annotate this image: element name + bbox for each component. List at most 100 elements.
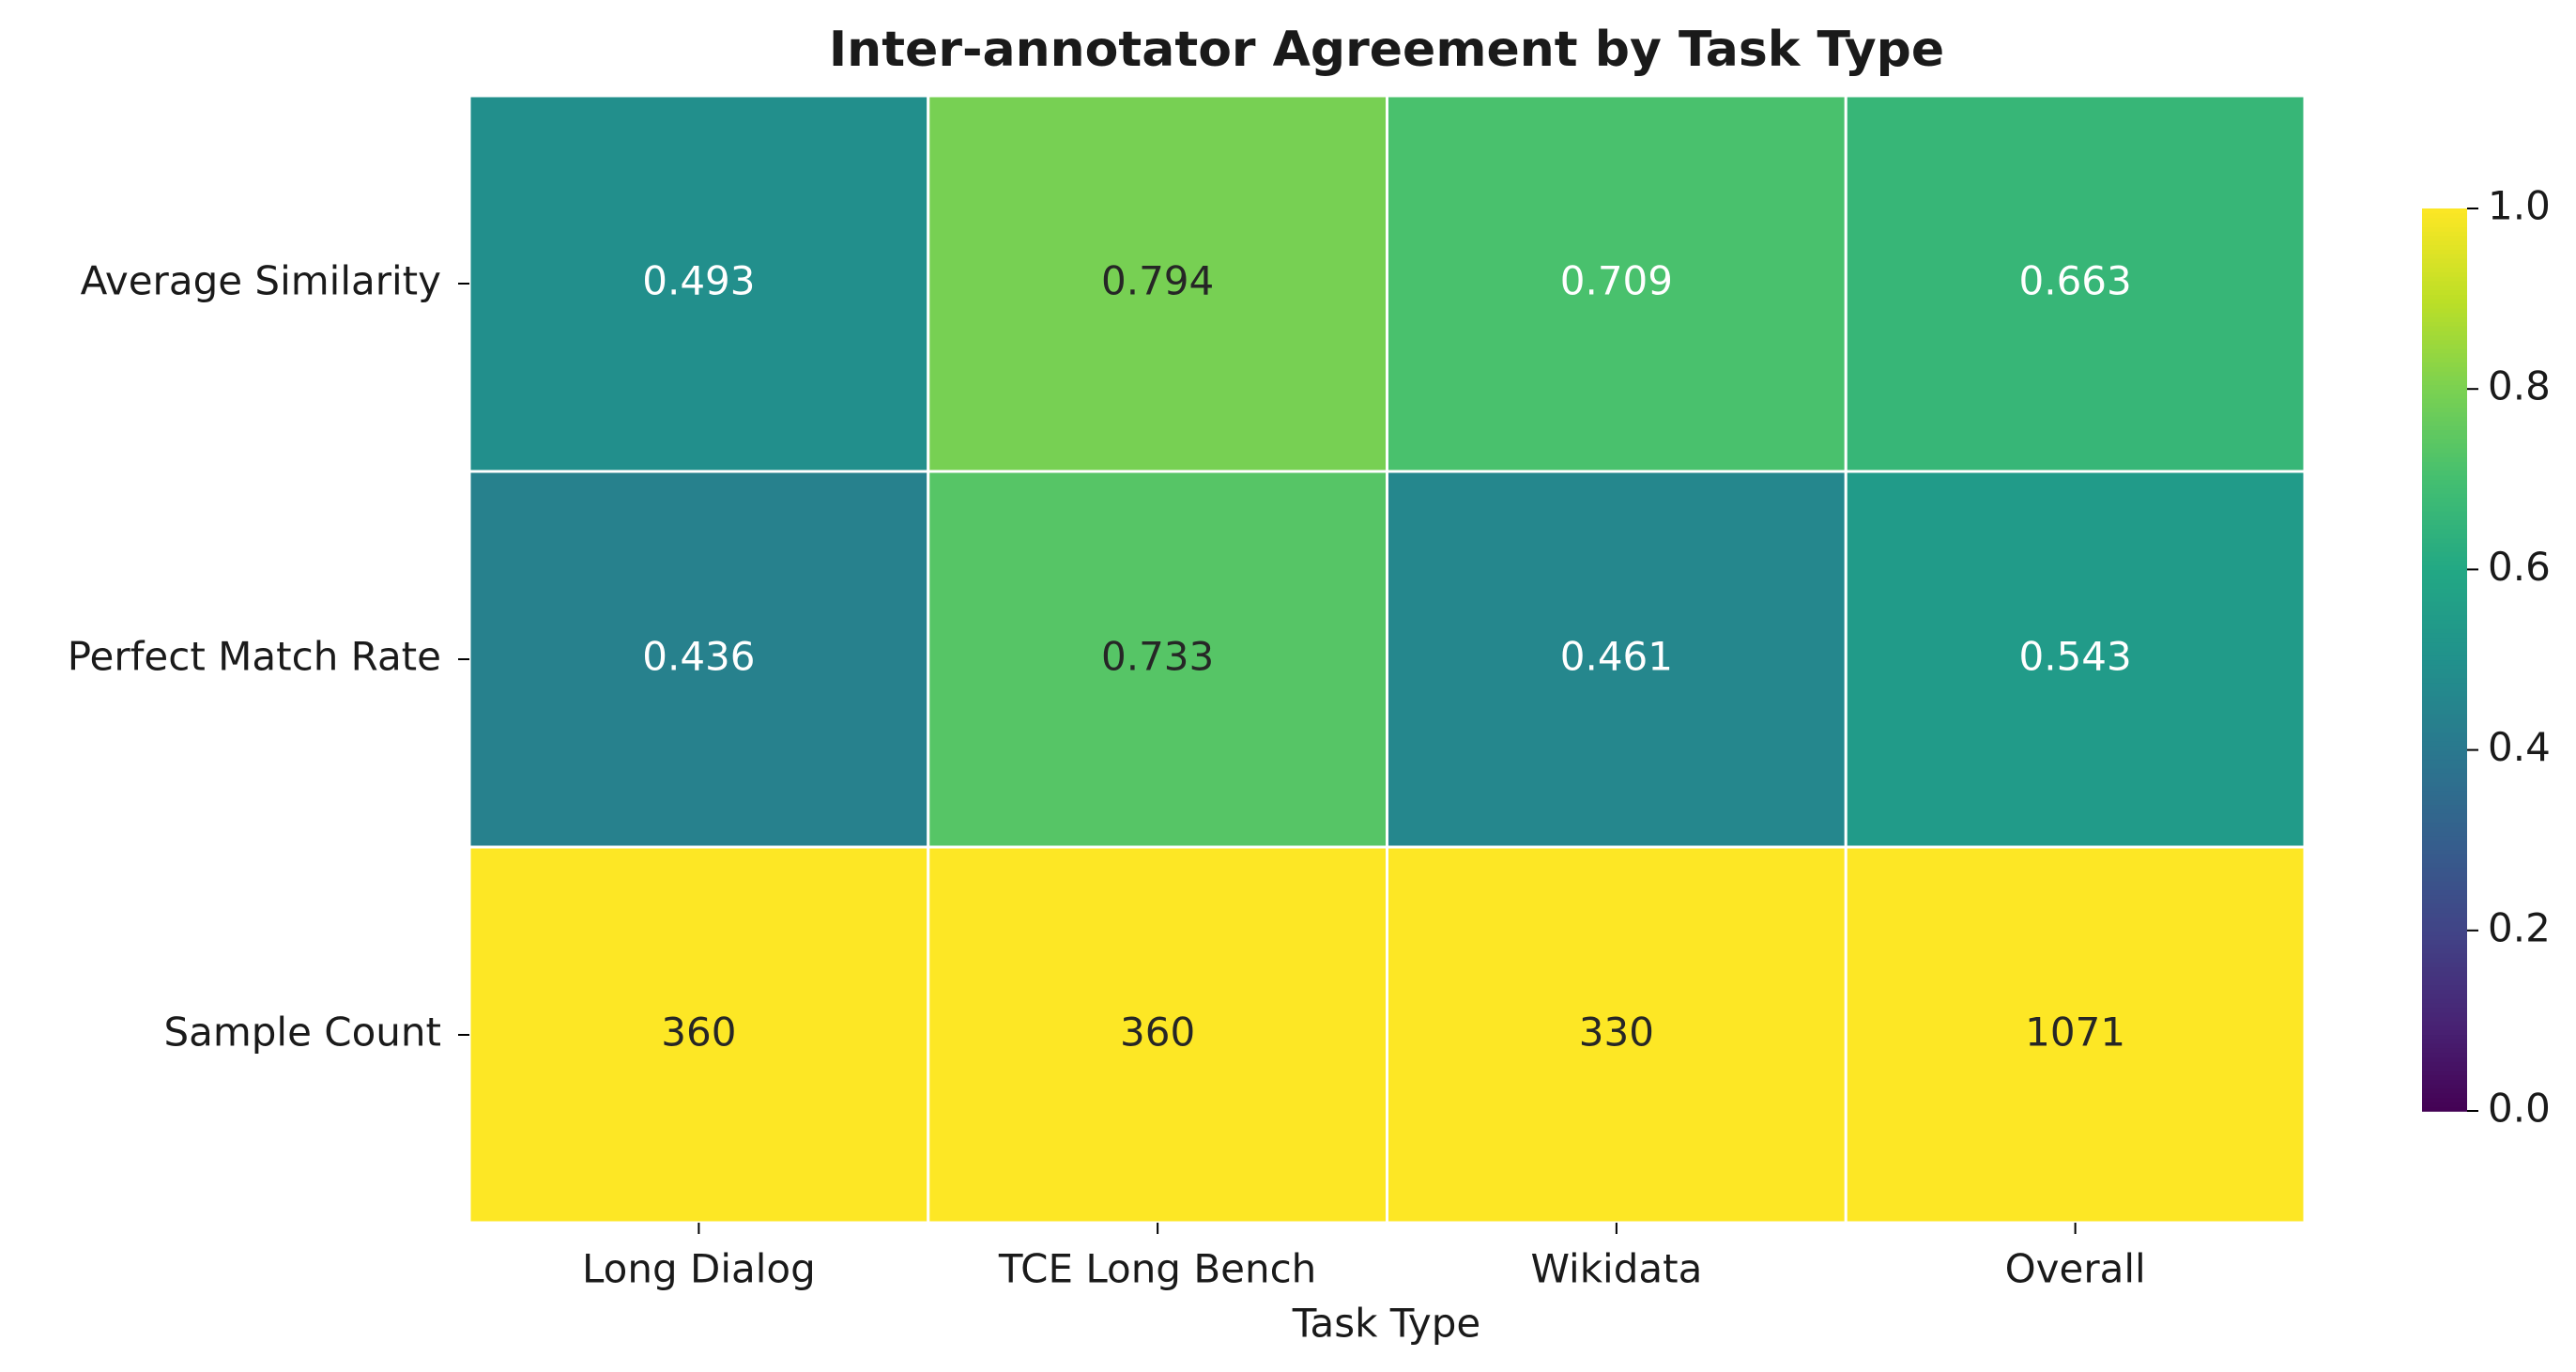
colorbar-segment bbox=[2422, 569, 2467, 576]
colorbar-segment bbox=[2422, 641, 2467, 647]
colorbar-segment bbox=[2422, 299, 2467, 304]
cell-label: 0.461 bbox=[1560, 634, 1673, 680]
colorbar-segment bbox=[2422, 447, 2467, 454]
colorbar-segment bbox=[2422, 407, 2467, 413]
colorbar-tick-label: 0.6 bbox=[2488, 544, 2551, 590]
colorbar-segment bbox=[2422, 226, 2467, 232]
colorbar-segment bbox=[2422, 704, 2467, 711]
colorbar-segment bbox=[2422, 889, 2467, 896]
colorbar-segment bbox=[2422, 231, 2467, 237]
colorbar-segment bbox=[2422, 1102, 2467, 1107]
colorbar-segment bbox=[2422, 244, 2467, 251]
colorbar-segment bbox=[2422, 794, 2467, 801]
colorbar-segment bbox=[2422, 582, 2467, 589]
heatmap-cell bbox=[468, 470, 930, 849]
colorbar-segment bbox=[2422, 574, 2467, 579]
colorbar-segment bbox=[2422, 379, 2467, 386]
colorbar-segment bbox=[2422, 659, 2467, 666]
colorbar-segment bbox=[2422, 717, 2467, 724]
colorbar-segment bbox=[2422, 902, 2467, 909]
colorbar-segment bbox=[2422, 442, 2467, 449]
colorbar-segment bbox=[2422, 1087, 2467, 1094]
cell-label: 360 bbox=[661, 1010, 736, 1056]
colorbar-segment bbox=[2422, 835, 2467, 841]
colorbar-segment bbox=[2422, 416, 2467, 422]
colorbar-segment bbox=[2422, 537, 2467, 544]
colorbar-segment bbox=[2422, 307, 2467, 314]
colorbar-segment bbox=[2422, 786, 2467, 792]
colorbar-segment bbox=[2422, 1052, 2467, 1058]
colorbar-segment bbox=[2422, 1025, 2467, 1031]
colorbar-segment bbox=[2422, 664, 2467, 670]
colorbar-segment bbox=[2422, 1042, 2467, 1049]
colorbar-segment bbox=[2422, 1020, 2467, 1026]
colorbar-segment bbox=[2422, 709, 2467, 715]
colorbar-segment bbox=[2422, 212, 2467, 219]
colorbar-segment bbox=[2422, 677, 2467, 684]
colorbar-segment bbox=[2422, 352, 2467, 359]
colorbar-segment bbox=[2422, 799, 2467, 806]
colorbar-segment bbox=[2422, 465, 2467, 471]
colorbar-segment bbox=[2422, 885, 2467, 891]
colorbar-segment bbox=[2422, 479, 2467, 485]
chart-title: Inter-annotator Agreement by Task Type bbox=[829, 22, 1944, 78]
colorbar-segment bbox=[2422, 578, 2467, 584]
x-tick-label: Long Dialog bbox=[582, 1246, 816, 1292]
colorbar-segment bbox=[2422, 289, 2467, 296]
colorbar-tick-label: 1.0 bbox=[2488, 183, 2551, 229]
colorbar-segment bbox=[2422, 254, 2467, 259]
colorbar-segment bbox=[2422, 506, 2467, 512]
colorbar-segment bbox=[2422, 871, 2467, 877]
colorbar-segment bbox=[2422, 614, 2467, 621]
colorbar-segment bbox=[2422, 411, 2467, 417]
colorbar-segment bbox=[2422, 840, 2467, 846]
heatmap-cell bbox=[927, 94, 1388, 473]
colorbar-segment bbox=[2422, 624, 2467, 629]
colorbar-segment bbox=[2422, 434, 2467, 439]
colorbar-segment bbox=[2422, 682, 2467, 688]
colorbar-segment bbox=[2422, 952, 2467, 959]
colorbar-segment bbox=[2422, 925, 2467, 932]
colorbar-segment bbox=[2422, 989, 2467, 994]
colorbar-segment bbox=[2422, 1097, 2467, 1103]
cell-label: 0.663 bbox=[2019, 258, 2132, 304]
colorbar-segment bbox=[2422, 470, 2467, 476]
colorbar-segment bbox=[2422, 370, 2467, 377]
colorbar-segment bbox=[2422, 1002, 2467, 1009]
colorbar-segment bbox=[2422, 316, 2467, 322]
colorbar-segment bbox=[2422, 344, 2467, 349]
colorbar-segment bbox=[2422, 334, 2467, 341]
colorbar-segment bbox=[2422, 366, 2467, 372]
colorbar-segment bbox=[2422, 424, 2467, 431]
colorbar-segment bbox=[2422, 822, 2467, 828]
colorbar-segment bbox=[2422, 812, 2467, 819]
heatmap-cell bbox=[1386, 94, 1848, 473]
colorbar-segment bbox=[2422, 393, 2467, 399]
colorbar-segment bbox=[2422, 637, 2467, 643]
cell-label: 0.493 bbox=[642, 258, 755, 304]
cell-label: 0.794 bbox=[1101, 258, 1214, 304]
colorbar-segment bbox=[2422, 862, 2467, 869]
colorbar-segment bbox=[2422, 285, 2467, 291]
colorbar-segment bbox=[2422, 339, 2467, 345]
colorbar-segment bbox=[2422, 262, 2467, 269]
heatmap-cell bbox=[1386, 470, 1848, 849]
colorbar-segment bbox=[2422, 564, 2467, 571]
colorbar-segment bbox=[2422, 894, 2467, 900]
colorbar-segment bbox=[2422, 1034, 2467, 1040]
colorbar-segment bbox=[2422, 1011, 2467, 1017]
y-tick-label: Perfect Match Rate bbox=[68, 634, 441, 680]
colorbar-segment bbox=[2422, 1047, 2467, 1054]
cell-label: 1071 bbox=[2025, 1010, 2125, 1056]
colorbar-segment bbox=[2422, 1079, 2467, 1085]
colorbar-segment bbox=[2422, 944, 2467, 949]
colorbar-segment bbox=[2422, 605, 2467, 611]
colorbar-segment bbox=[2422, 948, 2467, 954]
colorbar-segment bbox=[2422, 362, 2467, 367]
colorbar-segment bbox=[2422, 587, 2467, 594]
colorbar-segment bbox=[2422, 790, 2467, 796]
colorbar-segment bbox=[2422, 727, 2467, 733]
cell-label: 0.543 bbox=[2019, 634, 2132, 680]
colorbar-tick-label: 0.0 bbox=[2488, 1086, 2551, 1132]
colorbar-segment bbox=[2422, 487, 2467, 494]
